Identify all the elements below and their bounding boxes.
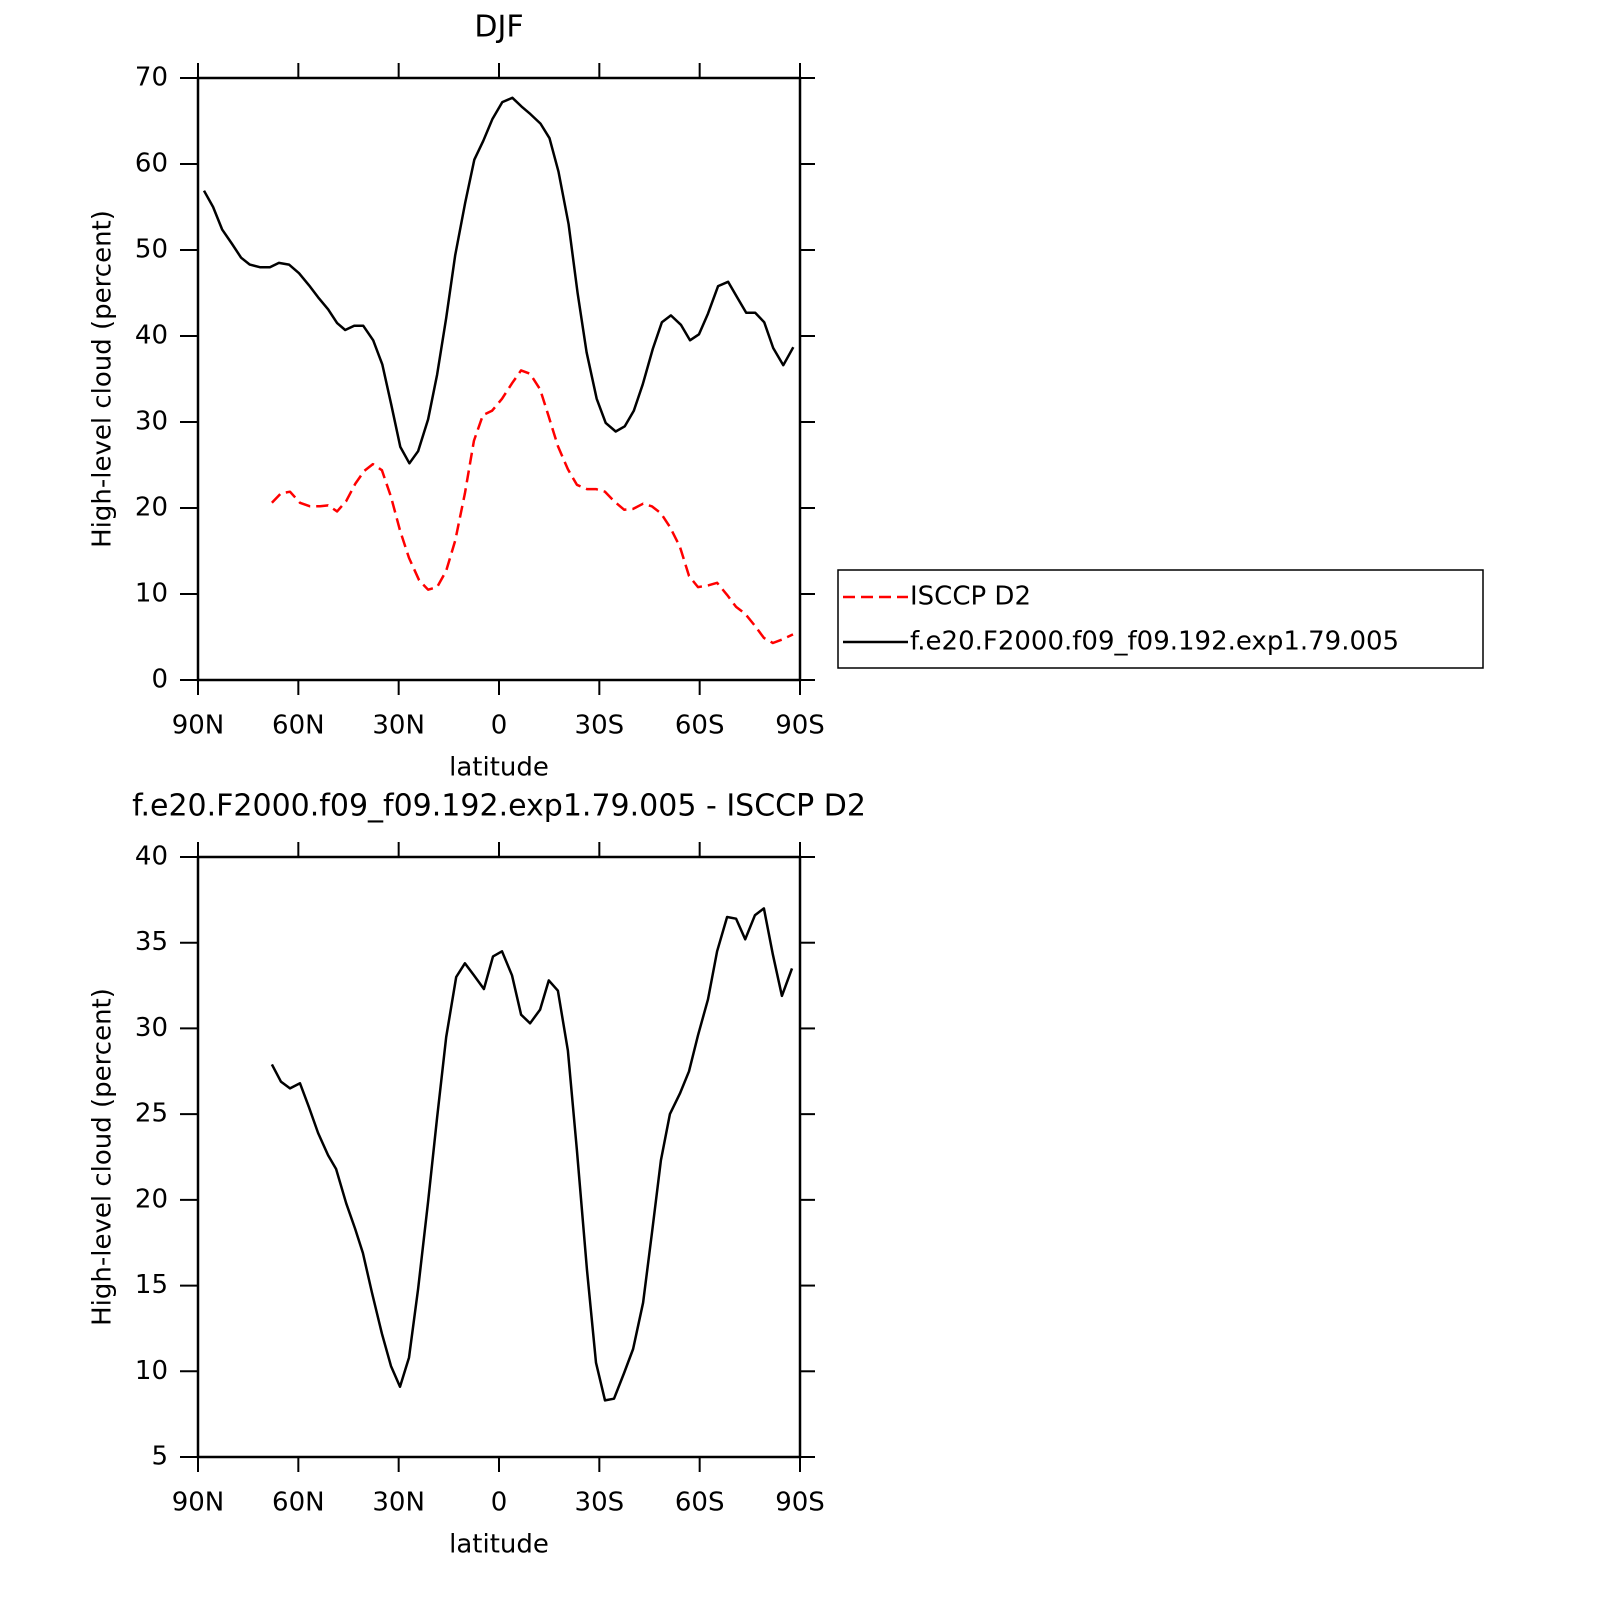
chart-title: DJF	[474, 10, 523, 45]
y-tick-label: 50	[135, 235, 168, 265]
y-tick-label: 20	[135, 1184, 168, 1214]
x-tick-label: 60N	[272, 1488, 325, 1518]
data-line	[202, 96, 795, 465]
y-tick-label: 10	[135, 1356, 168, 1386]
x-tick-label: 60S	[675, 711, 725, 741]
y-tick-label: 35	[135, 927, 168, 957]
plot-frame	[196, 76, 802, 682]
y-tick-label: 40	[135, 842, 168, 872]
x-tick-label: 90S	[775, 1488, 825, 1518]
x-tick-label: 30S	[575, 711, 625, 741]
x-tick-label: 30N	[372, 1488, 425, 1518]
x-tick-label: 0	[491, 1488, 508, 1518]
y-tick-label: 20	[135, 493, 168, 523]
x-axis-label: latitude	[449, 753, 549, 783]
x-tick-label: 0	[491, 711, 508, 741]
y-tick-label: 15	[135, 1270, 168, 1300]
x-tick-label: 30N	[372, 711, 425, 741]
y-tick-label: 60	[135, 149, 168, 179]
legend-label: f.e20.F2000.f09_f09.192.exp1.79.005	[910, 627, 1399, 657]
y-tick-label: 70	[135, 63, 168, 93]
legend-box	[837, 569, 1484, 669]
y-tick-label: 25	[135, 1099, 168, 1129]
x-tick-label: 60S	[675, 1488, 725, 1518]
y-tick-label: 30	[135, 1013, 168, 1043]
y-tick-label: 40	[135, 321, 168, 351]
y-tick-label: 0	[151, 665, 168, 695]
x-tick-label: 90N	[172, 1488, 225, 1518]
x-axis-label: latitude	[449, 1530, 549, 1560]
x-tick-label: 90S	[775, 711, 825, 741]
y-tick-label: 5	[151, 1442, 168, 1472]
chart-title: f.e20.F2000.f09_f09.192.exp1.79.005 - IS…	[132, 789, 866, 824]
x-tick-label: 60N	[272, 711, 325, 741]
x-tick-label: 30S	[575, 1488, 625, 1518]
y-tick-label: 30	[135, 407, 168, 437]
y-tick-label: 10	[135, 579, 168, 609]
y-axis-label: High-level cloud (percent)	[88, 210, 118, 548]
data-line	[270, 907, 794, 1402]
data-line	[270, 369, 794, 645]
y-axis-label: High-level cloud (percent)	[88, 988, 118, 1326]
plot-frame	[196, 855, 802, 1459]
legend-label: ISCCP D2	[910, 582, 1031, 612]
x-tick-label: 90N	[172, 711, 225, 741]
